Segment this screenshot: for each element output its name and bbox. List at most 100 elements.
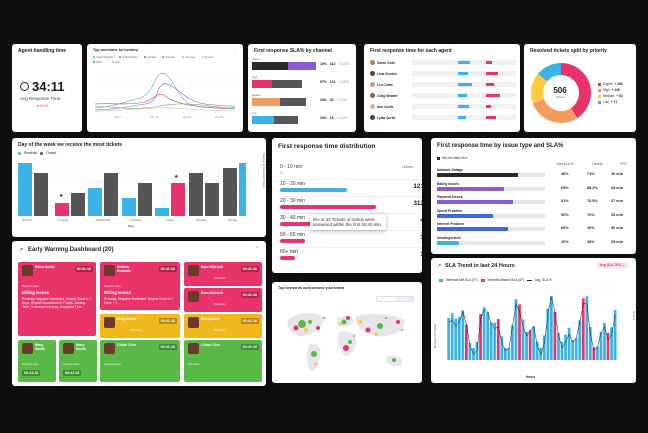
avatar bbox=[188, 265, 199, 276]
sla-bar bbox=[592, 347, 596, 360]
sla-bar bbox=[475, 342, 479, 360]
sla-trend-chart bbox=[447, 287, 617, 360]
sla-bar bbox=[564, 334, 567, 360]
filter-toggle[interactable] bbox=[376, 296, 414, 302]
agent-row[interactable]: Leo Curtis bbox=[370, 82, 393, 87]
day-label-2: Wednesday bbox=[96, 218, 111, 222]
svg-text:Canada: Canada bbox=[147, 55, 157, 59]
agent-row[interactable]: Ann Curtis bbox=[370, 104, 393, 109]
frt-dist-bar bbox=[280, 188, 348, 192]
warning-tile[interactable]: Chloe Chin 00:41:16 Promoter bbox=[184, 340, 262, 382]
tile-time: 00:41:16 bbox=[22, 370, 41, 376]
frt-dist-bar bbox=[280, 239, 305, 243]
frsla-pct: 10% bbox=[320, 62, 327, 66]
day-label-5: Saturday bbox=[196, 218, 208, 222]
svg-text:★: ★ bbox=[174, 174, 179, 180]
frt-dist-value: 312 (62%) bbox=[413, 200, 422, 207]
warning-tile[interactable]: Sam Mitchell 00:41:16 Promoter bbox=[184, 262, 262, 286]
sla-bar bbox=[514, 299, 518, 360]
priority-legend-low: Low + 71 bbox=[598, 100, 617, 104]
warning-tile[interactable]: Mary Smith 00:41:16 Promoter bbox=[184, 314, 262, 338]
tile-time: 00:41:16 bbox=[240, 292, 259, 298]
frt-issue-headers: Met SLA % Tickets FRT bbox=[557, 162, 627, 166]
tile-tag: Support team bbox=[104, 284, 121, 288]
frsla-row-4: 33% 18/ 1,374 bbox=[320, 116, 347, 120]
svg-text:Spain: Spain bbox=[96, 60, 103, 64]
frsla-pct: 44% bbox=[320, 98, 327, 102]
tile-name: Chloe Chin bbox=[117, 343, 136, 347]
warning-tile[interactable]: Mary Smith Support team 00:41:16 bbox=[18, 340, 56, 382]
frsla-count: 312 bbox=[329, 62, 336, 66]
svg-text:United Kingdom: United Kingdom bbox=[96, 55, 114, 59]
frt-dist-row[interactable]: 50 - 60 min 18 (3%) bbox=[280, 232, 422, 248]
avatar bbox=[370, 82, 375, 87]
sla-bar bbox=[550, 296, 553, 360]
agent-row[interactable]: Carter Gold bbox=[370, 60, 395, 65]
agent-handling-card: Agent handling time 34:11 Avg Response T… bbox=[12, 44, 82, 132]
sla-bar bbox=[468, 343, 472, 360]
issue-tickets: 18% bbox=[587, 240, 595, 244]
frsla-count: 43 bbox=[329, 98, 334, 102]
sla-bar bbox=[557, 333, 560, 360]
agent-row[interactable]: Livia Gordon bbox=[370, 71, 397, 76]
issue-row[interactable]: Internet Problem 66% 26% 30 min bbox=[437, 222, 632, 235]
day-label-3: Thursday bbox=[130, 218, 142, 222]
more-icon[interactable]: ⋮ bbox=[232, 47, 237, 53]
avg-response-label: Avg Response Time bbox=[20, 96, 61, 101]
priority-donut bbox=[531, 63, 591, 123]
avatar bbox=[63, 343, 74, 354]
mentions-legend: United Kingdom United States Canada Aust… bbox=[93, 55, 214, 64]
svg-text:Sep 10: Sep 10 bbox=[150, 115, 159, 119]
avatar bbox=[370, 60, 375, 65]
issue-tickets: 26% bbox=[587, 226, 595, 231]
sla-bar bbox=[482, 307, 486, 360]
issue-tickets: 76% bbox=[587, 212, 595, 217]
warning-tile[interactable]: Mary Smith 00:41:16 Promoter bbox=[100, 314, 180, 338]
sla-bar bbox=[560, 341, 564, 360]
issue-bar bbox=[437, 241, 459, 245]
frsla-pct: 57% bbox=[320, 80, 327, 84]
mentions-card: Top mentions by country ⋮ United Kingdom… bbox=[87, 44, 243, 132]
frt-agent-minibars bbox=[412, 60, 516, 120]
frt-dist-row[interactable]: 10 - 20 min 121 (23%) bbox=[280, 181, 422, 197]
agent-name: Lydia Curtis bbox=[377, 115, 396, 120]
collapse-icon[interactable]: ⌃ bbox=[254, 246, 259, 252]
early-warning-card: ↗ Early Warning Dashboard (20) ⌃ Rami Sm… bbox=[12, 241, 266, 386]
issue-row[interactable]: Billing Issues 65% 88.2% 28 min bbox=[437, 182, 632, 195]
warning-tile[interactable]: Mary Smith Support team 00:41:16 bbox=[59, 340, 97, 382]
frsla-channel-title: First response SLA% by channel bbox=[254, 48, 332, 54]
sla-ylabel: Number of Tickets bbox=[433, 323, 437, 348]
issue-label: Payment Issues bbox=[437, 195, 463, 200]
sla-bar bbox=[588, 327, 592, 360]
frsla-channel-chart: Urgent High Medium Low bbox=[252, 57, 316, 124]
issue-row[interactable]: Payment Issues 81% 76.5% 27 min bbox=[437, 195, 632, 208]
issue-sla: 20% bbox=[561, 240, 569, 244]
agent-name: Ann Curtis bbox=[377, 104, 394, 109]
sla-bar bbox=[525, 331, 528, 360]
sla-bar bbox=[500, 336, 504, 360]
sla-bar bbox=[507, 348, 511, 360]
frt-dist-row[interactable]: 60+ min 18 (3%) bbox=[280, 249, 422, 265]
issue-sla: 66% bbox=[561, 226, 569, 231]
agent-row[interactable]: Craig Stewart bbox=[370, 93, 398, 98]
svg-text:Germany: Germany bbox=[185, 55, 196, 59]
tile-time: 00:41:16 bbox=[158, 318, 177, 324]
weekday-card: Day of the week we receive the most tick… bbox=[12, 138, 266, 237]
warning-tile[interactable]: Sam Mitchell 00:41:16 Promoter bbox=[184, 288, 262, 312]
priority-center-value: 506 bbox=[553, 86, 567, 95]
issue-row[interactable]: Network Outage 40% 71% 30 min bbox=[437, 168, 632, 181]
warning-tile[interactable]: Shahin Hossain 00:41:16 Support team Billin… bbox=[100, 262, 180, 310]
agent-row[interactable]: Lydia Curtis bbox=[370, 115, 395, 120]
sla-bar bbox=[610, 327, 613, 360]
issue-row[interactable]: Speed Problem 90% 76% 25 min bbox=[437, 209, 632, 222]
warning-tile[interactable]: Chloe Chin 00:41:16 Support team bbox=[100, 340, 180, 382]
issue-row[interactable]: Uncategorised 20% 18% 29 min bbox=[437, 236, 632, 249]
sla-badge[interactable]: Avg SLA 76% ⌄ bbox=[596, 262, 628, 268]
frt-dist-row[interactable]: 20 - 30 min 312 (62%) bbox=[280, 198, 422, 214]
warning-tile[interactable]: Rami Smith 00:41:16 Support team Billing is… bbox=[18, 262, 96, 336]
sla-bar bbox=[486, 312, 489, 360]
sla-bar bbox=[578, 320, 582, 360]
tile-name: Mary Smith bbox=[117, 317, 137, 321]
frt-dist-label: 50 - 60 min bbox=[280, 232, 306, 238]
